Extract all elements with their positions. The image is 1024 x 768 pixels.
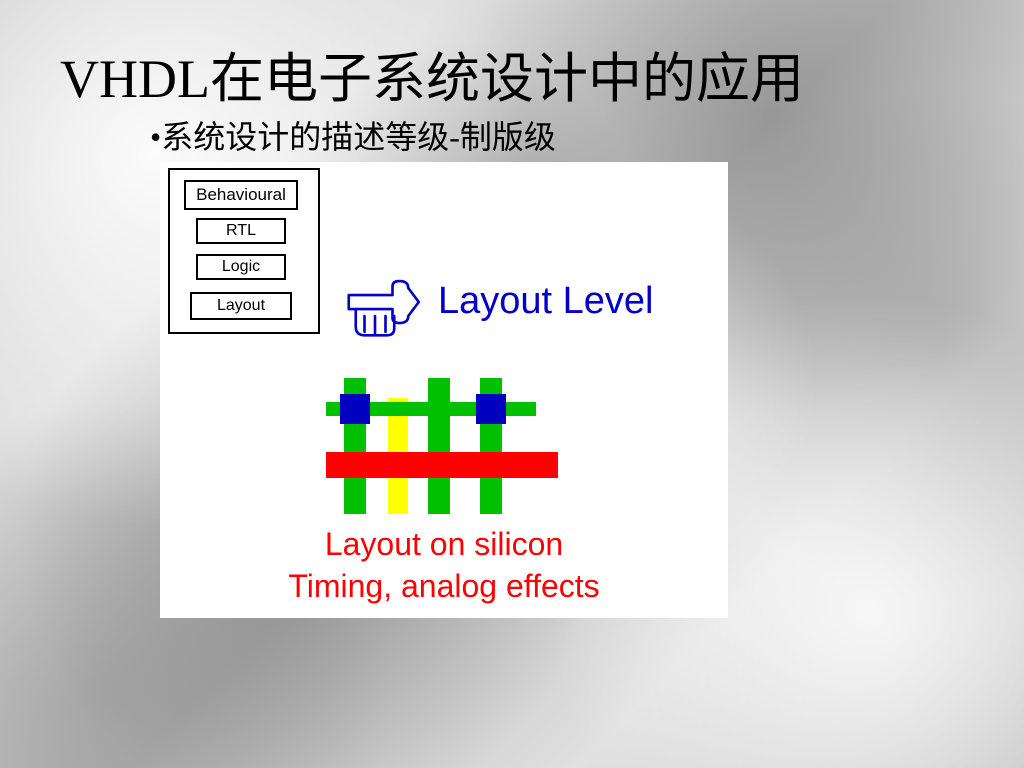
poly-bar-2 bbox=[428, 378, 450, 514]
diagram-panel: Behavioural RTL Logic Layout Layout Leve… bbox=[160, 162, 728, 618]
slide-title: VHDL在电子系统设计中的应用 bbox=[60, 34, 804, 113]
level-box-rtl: RTL bbox=[196, 218, 286, 244]
caption-line-1: Layout on silicon bbox=[160, 526, 728, 563]
silicon-layout-graphic bbox=[326, 378, 558, 514]
layout-level-label: Layout Level bbox=[438, 280, 654, 323]
contact-2 bbox=[476, 394, 506, 424]
contact-1 bbox=[340, 394, 370, 424]
metal-red bbox=[326, 452, 558, 478]
level-box-logic: Logic bbox=[196, 254, 286, 280]
levels-frame: Behavioural RTL Logic Layout bbox=[168, 168, 320, 334]
level-box-layout: Layout bbox=[190, 292, 292, 320]
slide-subtitle: •系统设计的描述等级-制版级 bbox=[150, 112, 556, 158]
pointing-hand-icon bbox=[338, 274, 426, 344]
caption-line-2: Timing, analog effects bbox=[160, 568, 728, 605]
level-box-behavioural: Behavioural bbox=[184, 180, 298, 210]
